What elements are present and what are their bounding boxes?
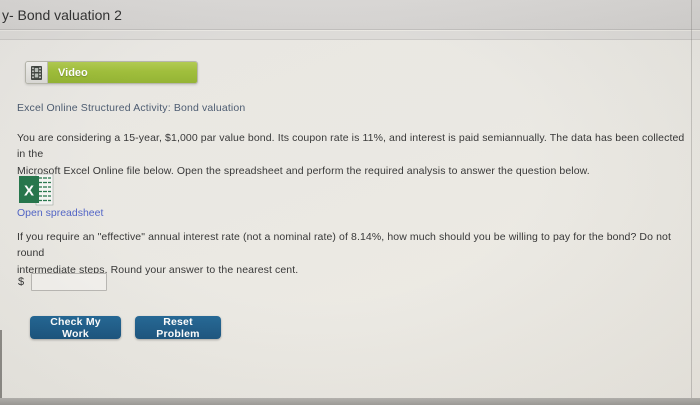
screen-bottom-bezel [0, 398, 700, 405]
window-title-bar: y- Bond valuation 2 [0, 0, 700, 30]
video-button-label: Video [58, 66, 88, 79]
currency-symbol: $ [18, 276, 25, 288]
svg-text:X: X [24, 183, 34, 200]
reset-problem-button[interactable]: Reset Problem [135, 316, 221, 340]
check-my-work-button[interactable]: Check My Work [30, 316, 121, 340]
answer-input[interactable] [31, 273, 108, 291]
video-button-green-bar: Video [48, 62, 197, 83]
screen-left-edge [0, 330, 2, 405]
activity-intro-text: You are considering a 15-year, $1,000 pa… [17, 132, 685, 177]
answer-row: $ [18, 273, 108, 291]
excel-icon[interactable]: X [19, 173, 54, 206]
page-title: y- Bond valuation 2 [2, 7, 122, 23]
activity-heading: Excel Online Structured Activity: Bond v… [17, 102, 246, 114]
toolbar-strip [0, 31, 700, 40]
film-strip-icon [26, 62, 48, 83]
question-text: If you require an "effective" annual int… [17, 231, 671, 276]
open-spreadsheet-link[interactable]: Open spreadsheet [17, 207, 104, 219]
screen-edge-line [691, 0, 692, 405]
video-button[interactable]: Video [25, 61, 198, 84]
